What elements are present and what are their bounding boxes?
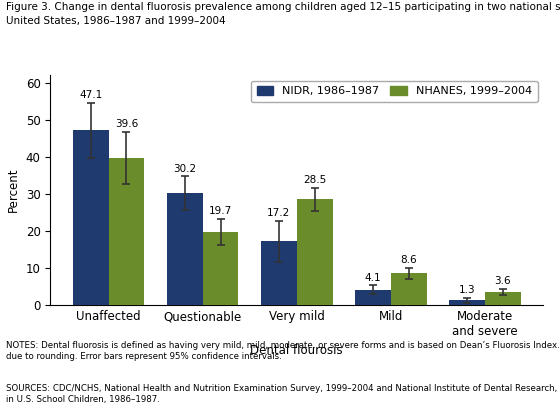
Bar bbox=[109, 158, 144, 305]
Text: 8.6: 8.6 bbox=[400, 255, 417, 265]
Bar bbox=[355, 290, 391, 305]
Bar bbox=[203, 232, 239, 305]
Text: 1.3: 1.3 bbox=[459, 285, 475, 295]
Text: 17.2: 17.2 bbox=[267, 208, 291, 218]
Text: 39.6: 39.6 bbox=[115, 120, 138, 130]
Text: 4.1: 4.1 bbox=[365, 273, 381, 283]
Text: 3.6: 3.6 bbox=[494, 276, 511, 286]
Text: NOTES: Dental fluorosis is defined as having very mild, mild, moderate, or sever: NOTES: Dental fluorosis is defined as ha… bbox=[6, 341, 560, 361]
Text: 30.2: 30.2 bbox=[173, 163, 197, 173]
Text: 47.1: 47.1 bbox=[79, 90, 102, 100]
Bar bbox=[391, 273, 427, 305]
Bar bbox=[449, 300, 485, 305]
Bar bbox=[485, 292, 521, 305]
Text: 19.7: 19.7 bbox=[209, 206, 232, 216]
Text: Figure 3. Change in dental fluorosis prevalence among children aged 12–15 partic: Figure 3. Change in dental fluorosis pre… bbox=[6, 2, 560, 12]
Bar bbox=[261, 241, 297, 305]
Y-axis label: Percent: Percent bbox=[7, 168, 20, 212]
Legend: NIDR, 1986–1987, NHANES, 1999–2004: NIDR, 1986–1987, NHANES, 1999–2004 bbox=[251, 81, 538, 102]
Bar bbox=[297, 199, 333, 305]
X-axis label: Dental flourosis: Dental flourosis bbox=[250, 344, 343, 357]
Bar bbox=[73, 130, 109, 305]
Bar bbox=[167, 193, 203, 305]
Text: United States, 1986–1987 and 1999–2004: United States, 1986–1987 and 1999–2004 bbox=[6, 16, 225, 26]
Text: 28.5: 28.5 bbox=[303, 176, 326, 185]
Text: SOURCES: CDC/NCHS, National Health and Nutrition Examination Survey, 1999–2004 a: SOURCES: CDC/NCHS, National Health and N… bbox=[6, 384, 560, 404]
